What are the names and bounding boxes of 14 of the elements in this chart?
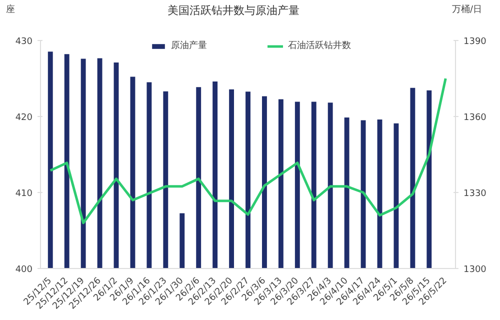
y2-tick-label: 1330 bbox=[464, 189, 487, 199]
y2-tick-label: 1360 bbox=[464, 113, 487, 123]
legend-label: 原油产量 bbox=[171, 40, 207, 52]
y-tick-label: 410 bbox=[15, 189, 33, 199]
y-tick-label: 420 bbox=[15, 113, 33, 123]
y2-tick-label: 1390 bbox=[464, 37, 487, 47]
y-axis-title: 座 bbox=[6, 4, 15, 17]
legend-label: 石油活跃钻井数 bbox=[288, 40, 351, 52]
line-series bbox=[49, 77, 447, 224]
y-tick-label: 400 bbox=[15, 265, 33, 275]
y2-axis-title: 万桶/日 bbox=[452, 4, 482, 17]
y2-tick-label: 1300 bbox=[464, 265, 487, 275]
y-tick-label: 430 bbox=[15, 37, 33, 47]
chart-title: 美国活跃钻井数与原油产量 bbox=[167, 2, 300, 18]
